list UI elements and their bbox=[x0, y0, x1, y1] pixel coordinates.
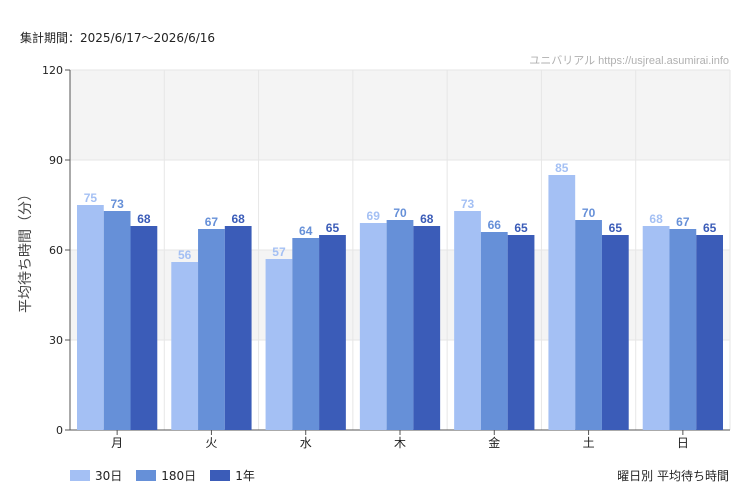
data-label: 64 bbox=[299, 224, 313, 238]
data-label: 65 bbox=[609, 221, 623, 235]
y-axis-title: 平均待ち時間（分） bbox=[18, 187, 34, 313]
bar bbox=[601, 235, 629, 430]
x-tick-label: 火 bbox=[205, 436, 217, 450]
data-label: 66 bbox=[488, 218, 502, 232]
legend: 30日 180日 1年 bbox=[70, 467, 255, 484]
legend-swatch-1 bbox=[136, 470, 157, 481]
data-label: 57 bbox=[272, 245, 286, 259]
source-credit: ユニバリアル https://usjreal.asumirai.info bbox=[529, 55, 729, 67]
data-label: 70 bbox=[582, 206, 596, 220]
legend-swatch-2 bbox=[210, 470, 231, 481]
data-label: 73 bbox=[461, 197, 475, 211]
data-label: 68 bbox=[137, 212, 151, 226]
data-label: 68 bbox=[649, 212, 663, 226]
data-label: 70 bbox=[393, 206, 407, 220]
data-label: 73 bbox=[110, 197, 124, 211]
legend-label-2: 1年 bbox=[235, 469, 255, 483]
bar bbox=[386, 220, 414, 430]
data-label: 68 bbox=[420, 212, 434, 226]
period-label: 集計期間：2025/6/17〜2026/6/16 bbox=[20, 31, 216, 45]
x-tick-label: 日 bbox=[677, 436, 689, 450]
bar bbox=[130, 226, 158, 430]
y-tick-label: 60 bbox=[49, 244, 63, 257]
bar bbox=[103, 211, 131, 430]
bar bbox=[507, 235, 535, 430]
data-label: 65 bbox=[514, 221, 528, 235]
bar bbox=[642, 226, 670, 430]
legend-label-0: 30日 bbox=[95, 469, 123, 483]
data-label: 67 bbox=[676, 215, 690, 229]
x-tick-label: 土 bbox=[583, 436, 595, 450]
x-tick-label: 水 bbox=[300, 436, 312, 450]
bar bbox=[292, 238, 320, 430]
bar bbox=[319, 235, 346, 430]
bar bbox=[413, 226, 441, 430]
bar bbox=[454, 211, 481, 430]
y-tick-label: 0 bbox=[56, 424, 63, 437]
bar bbox=[171, 262, 199, 430]
bar bbox=[77, 205, 104, 430]
data-label: 65 bbox=[326, 221, 340, 235]
x-tick-label: 金 bbox=[488, 435, 500, 450]
plot-band bbox=[70, 70, 730, 160]
data-label: 85 bbox=[555, 161, 569, 175]
bar bbox=[669, 229, 697, 430]
data-label: 56 bbox=[178, 248, 192, 262]
legend-item-2[interactable]: 1年 bbox=[210, 467, 255, 484]
y-tick-label: 120 bbox=[42, 64, 63, 77]
bar bbox=[198, 229, 225, 430]
y-tick-label: 30 bbox=[49, 334, 63, 347]
legend-swatch-0 bbox=[70, 470, 90, 481]
data-label: 68 bbox=[232, 212, 246, 226]
legend-label-1: 180日 bbox=[161, 469, 197, 483]
x-tick-label: 月 bbox=[111, 436, 123, 450]
data-label: 75 bbox=[84, 191, 98, 205]
bar bbox=[575, 220, 602, 430]
legend-item-0[interactable]: 30日 bbox=[70, 467, 122, 484]
chart-caption: 曜日別 平均待ち時間 bbox=[617, 469, 729, 483]
x-tick-label: 木 bbox=[394, 436, 406, 450]
bar bbox=[265, 259, 293, 430]
data-label: 65 bbox=[703, 221, 717, 235]
y-tick-label: 90 bbox=[49, 154, 63, 167]
bar bbox=[224, 226, 252, 430]
bar bbox=[696, 235, 723, 430]
legend-item-1[interactable]: 180日 bbox=[136, 467, 196, 484]
bar bbox=[480, 232, 508, 430]
data-label: 69 bbox=[367, 209, 381, 223]
bar bbox=[548, 175, 576, 430]
data-label: 67 bbox=[205, 215, 219, 229]
bar bbox=[359, 223, 387, 430]
